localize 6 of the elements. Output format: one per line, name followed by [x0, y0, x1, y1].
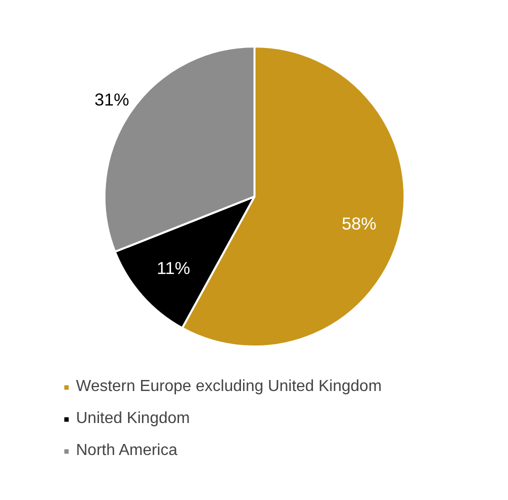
data-label: 11% [156, 258, 190, 278]
data-label: 31% [94, 90, 130, 110]
data-label: 58% [342, 213, 376, 234]
legend-label: United Kingdom [76, 410, 190, 428]
legend-label: North America [76, 442, 178, 460]
legend-label: Western Europe excluding United Kingdom [76, 378, 382, 396]
